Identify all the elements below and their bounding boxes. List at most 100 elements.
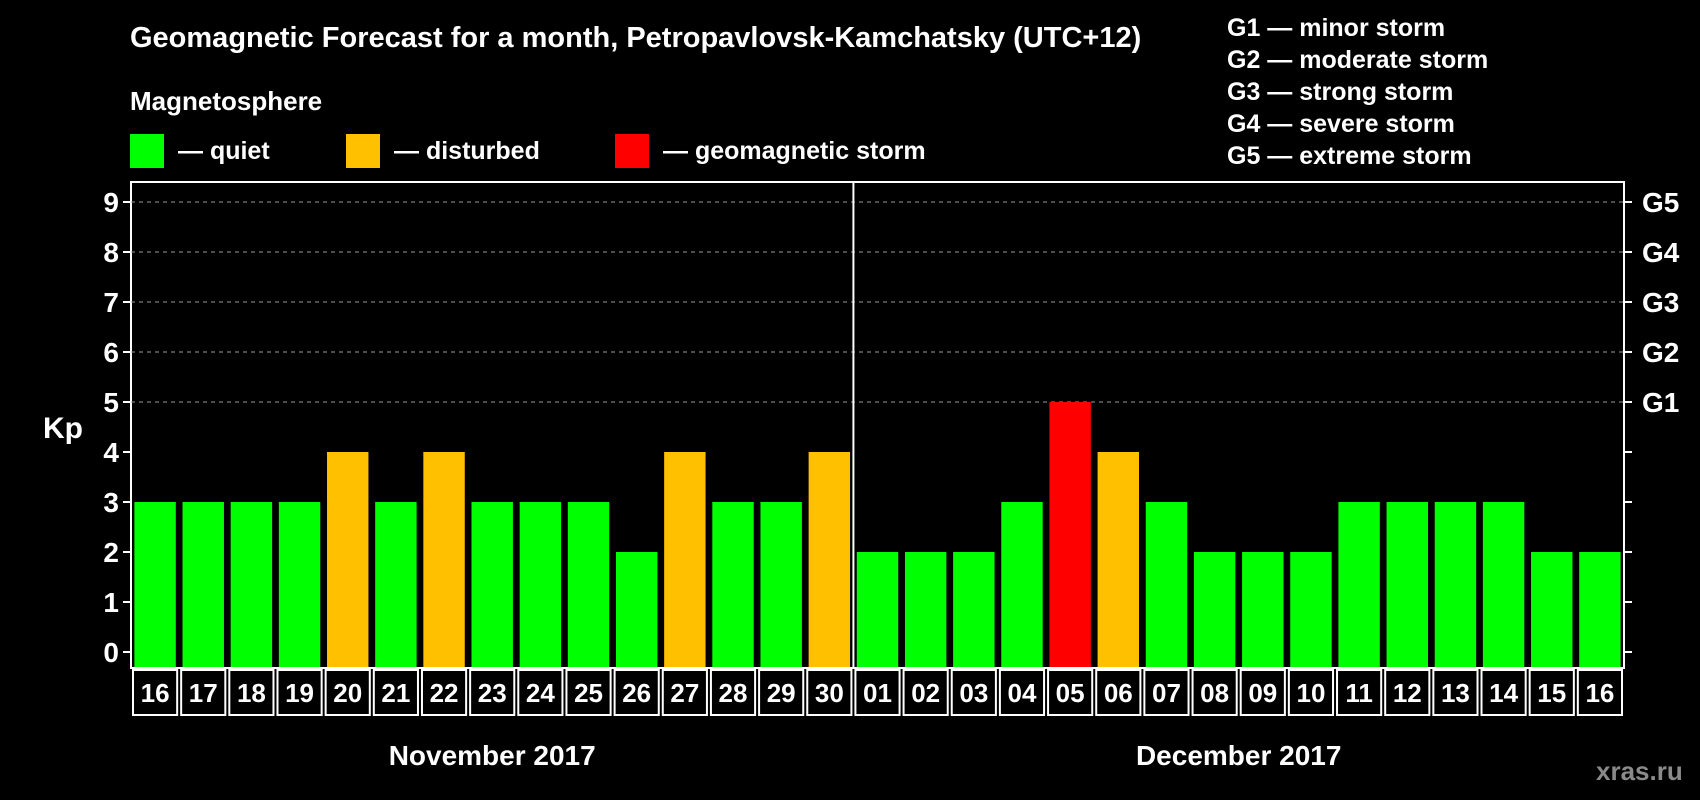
date-box-9 [565,669,612,716]
watermark: xras.ru [1596,756,1683,786]
g-scale-g4: G4 — severe storm [1227,110,1455,138]
date-label-4: 20 [333,678,362,708]
date-box-17 [950,669,997,716]
bar-27 [1434,502,1477,667]
bar-11 [664,452,706,667]
legend-swatch-quiet [130,134,164,168]
g-scale-g5: G5 — extreme storm [1227,142,1472,170]
bar-26 [1386,502,1428,667]
date-label-22: 08 [1200,678,1229,708]
legend-label-storm: — geomagnetic storm [663,136,926,165]
y-tick-label-0: 0 [103,637,119,668]
y-tick-label-8: 8 [103,237,119,268]
date-box-3 [276,669,323,716]
date-box-19 [1047,669,1094,716]
bar-14 [808,452,851,667]
date-box-4 [324,669,371,716]
bar-10 [615,552,658,667]
date-label-1: 17 [189,678,218,708]
date-box-24 [1287,669,1335,716]
y-tick-label-3: 3 [103,487,119,518]
date-box-22 [1191,669,1238,716]
right-tick-label-G3: G3 [1642,287,1679,318]
date-label-13: 29 [767,678,796,708]
bar-1 [182,502,224,667]
date-box-20 [1095,669,1142,716]
date-box-2 [228,669,275,716]
y-tick-label-6: 6 [103,337,119,368]
month-label-0: November 2017 [389,740,596,771]
bar-17 [953,552,995,667]
month-label-1: December 2017 [1136,740,1341,771]
date-label-7: 23 [478,678,507,708]
bar-22 [1193,552,1236,667]
date-box-21 [1143,669,1190,716]
date-label-21: 07 [1152,678,1181,708]
bar-19 [1049,402,1091,667]
date-box-26 [1384,669,1431,716]
right-tick-label-G5: G5 [1642,187,1679,218]
date-label-11: 27 [670,678,699,708]
bar-16 [904,552,947,667]
date-label-15: 01 [863,678,892,708]
right-tick-label-G1: G1 [1642,387,1679,418]
bar-28 [1482,502,1525,667]
y-tick-label-1: 1 [103,587,119,618]
date-box-30 [1576,669,1624,716]
date-box-7 [469,669,516,716]
date-label-25: 11 [1345,678,1373,708]
date-box-16 [902,669,949,716]
date-label-5: 21 [381,678,410,708]
bar-20 [1097,452,1140,667]
bar-15 [856,552,899,667]
date-box-25 [1336,669,1383,716]
date-box-0 [132,669,179,716]
chart-title: Geomagnetic Forecast for a month, Petrop… [130,22,1142,54]
date-label-29: 15 [1537,678,1566,708]
bar-23 [1242,552,1284,667]
bar-7 [471,502,513,667]
date-label-3: 19 [285,678,314,708]
y-tick-label-2: 2 [103,537,119,568]
date-box-6 [420,669,468,716]
bar-5 [375,502,417,667]
bar-12 [712,502,754,667]
y-axis-label: Kp [43,412,83,445]
y-tick-label-9: 9 [103,187,119,218]
date-label-18: 04 [1008,678,1037,708]
legend-label-quiet: — quiet [178,136,270,165]
date-label-2: 18 [237,678,266,708]
bar-4 [327,452,369,667]
date-label-28: 14 [1489,678,1518,708]
date-label-24: 10 [1296,678,1325,708]
bar-18 [1001,502,1043,667]
date-box-15 [854,669,901,716]
date-label-8: 24 [526,678,555,708]
date-label-30: 16 [1585,678,1614,708]
date-label-23: 09 [1248,678,1277,708]
y-tick-label-7: 7 [103,287,119,318]
date-label-0: 16 [141,678,170,708]
date-label-27: 13 [1441,678,1470,708]
date-box-13 [758,669,805,716]
date-box-29 [1528,669,1575,716]
date-label-14: 30 [815,678,844,708]
bar-9 [567,502,610,667]
date-box-8 [517,669,564,716]
right-tick-label-G4: G4 [1642,237,1680,268]
date-box-28 [1480,669,1527,716]
legend-swatch-storm [615,134,649,168]
date-label-16: 02 [911,678,940,708]
bar-30 [1579,552,1621,667]
date-label-26: 12 [1393,678,1422,708]
bar-6 [423,452,465,667]
date-label-17: 03 [959,678,988,708]
g-scale-g3: G3 — strong storm [1227,78,1454,106]
bar-3 [278,502,321,667]
legend-item-quiet: — quiet [130,134,270,168]
date-box-5 [372,669,419,716]
bar-25 [1338,502,1380,667]
legend-subtitle: Magnetosphere [130,86,323,116]
bar-2 [230,502,273,667]
